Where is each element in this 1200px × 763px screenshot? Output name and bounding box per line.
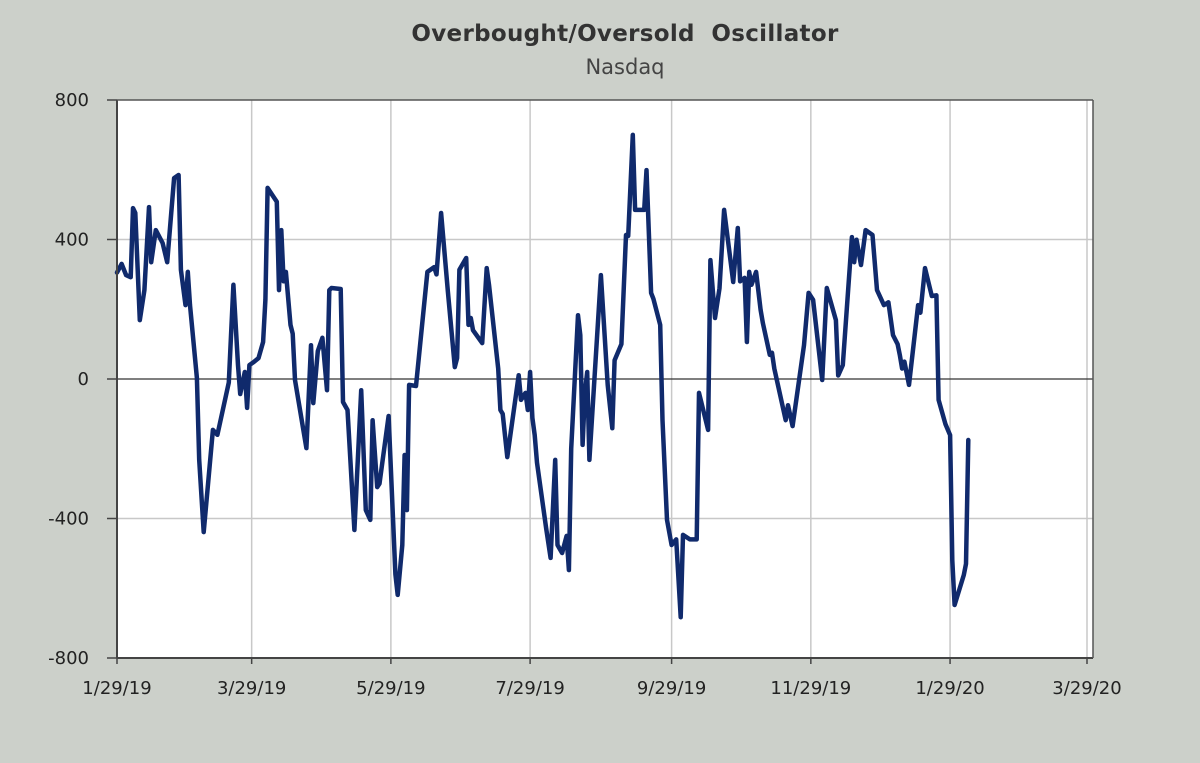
y-tick-label: 400 xyxy=(55,230,89,251)
series-line xyxy=(114,132,971,620)
chart-subtitle: Nasdaq xyxy=(585,55,665,79)
y-tick-label: -800 xyxy=(48,648,89,669)
x-tick-label: 5/29/19 xyxy=(356,678,425,699)
x-tick-label: 1/29/20 xyxy=(915,678,984,699)
series-group xyxy=(114,132,971,620)
x-axis-labels: 1/29/19 3/29/19 5/29/19 7/29/19 9/29/19 11/29… xyxy=(82,678,1121,699)
x-tick-label: 3/29/20 xyxy=(1052,678,1121,699)
x-tick-label: 11/29/19 xyxy=(770,678,851,699)
axes xyxy=(107,99,1094,664)
y-tick-label: 800 xyxy=(55,90,89,111)
x-tick-label: 3/29/19 xyxy=(217,678,286,699)
x-tick-label: 9/29/19 xyxy=(637,678,706,699)
chart-title: Overbought/Oversold Oscillator xyxy=(411,21,839,47)
y-tick-label: 0 xyxy=(78,369,89,390)
x-tick-label: 1/29/19 xyxy=(82,678,151,699)
x-tick-label: 7/29/19 xyxy=(495,678,564,699)
y-tick-label: -400 xyxy=(48,509,89,530)
y-axis-labels: 800 400 0 -400 -800 xyxy=(48,90,89,669)
